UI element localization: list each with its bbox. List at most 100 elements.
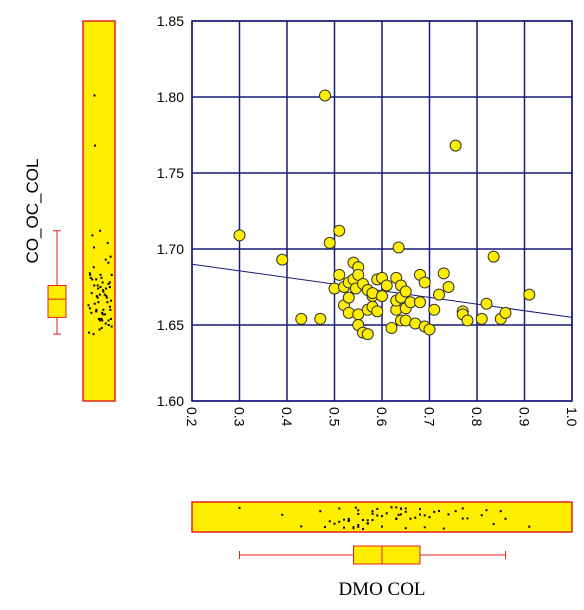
- y-strip-dot-64: [90, 311, 93, 314]
- x-strip-dot-13: [347, 519, 350, 522]
- y-strip-dot-14: [107, 261, 110, 264]
- data-point-54: [437, 267, 450, 280]
- x-strip-dot-32: [381, 515, 383, 518]
- data-point-33: [380, 279, 393, 292]
- y-strip-dot-15: [95, 278, 98, 281]
- x-strip-dot-33: [385, 512, 388, 515]
- x-strip-dot-10: [343, 518, 345, 521]
- x-tick-label-7: 0.9: [517, 407, 533, 427]
- y-strip-box: [82, 20, 116, 402]
- x-strip-dot-63: [499, 510, 502, 513]
- x-strip-dot-52: [433, 510, 436, 513]
- data-point-62: [487, 250, 500, 263]
- x-strip-dot-27: [371, 512, 374, 515]
- data-point-56: [449, 139, 462, 152]
- x-strip-dot-28: [371, 510, 374, 513]
- x-strip-dot-45: [409, 517, 412, 520]
- x-strip-dot-58: [461, 507, 464, 510]
- y-strip-dot-50: [108, 281, 111, 284]
- x-strip-dot-55: [447, 513, 450, 516]
- x-strip-dot-48: [419, 508, 421, 511]
- y-strip-dot-31: [100, 276, 103, 279]
- y-strip-dot-62: [109, 255, 112, 258]
- data-point-5: [323, 236, 336, 249]
- y-strip-dot-7: [99, 229, 102, 232]
- y-strip-dot-24: [109, 308, 112, 311]
- x-strip-dot-57: [461, 517, 464, 520]
- x-strip-dot-1: [281, 513, 284, 516]
- y-box-iqr: [47, 284, 67, 318]
- x-tick-label-6: 0.8: [469, 407, 485, 427]
- y-tick-label-5: 1.85: [157, 13, 184, 29]
- data-point-34: [385, 322, 398, 335]
- y-strip-dot-56: [94, 144, 97, 147]
- plot-frame: [191, 20, 573, 402]
- y-tick-label-4: 1.80: [157, 89, 184, 105]
- x-strip-dot-51: [428, 516, 431, 519]
- x-strip-dot-0: [238, 506, 241, 509]
- y-strip-dot-43: [88, 307, 91, 310]
- x-strip-dot-29: [376, 507, 379, 510]
- x-strip-dot-22: [362, 519, 364, 522]
- data-point-48: [414, 296, 426, 309]
- y-strip-dot-32: [95, 295, 98, 298]
- x-strip-dot-37: [395, 517, 398, 520]
- y-tick-label-1: 1.65: [157, 317, 184, 333]
- y-strip-dot-22: [88, 331, 91, 334]
- x-strip-dot-62: [492, 523, 495, 526]
- y-strip-dot-19: [104, 313, 107, 316]
- x-strip-dot-35: [395, 506, 398, 509]
- y-strip-dot-16: [97, 287, 100, 290]
- y-strip-dot-48: [97, 301, 100, 304]
- x-strip-dot-41: [400, 507, 402, 510]
- y-strip-dot-52: [95, 308, 98, 311]
- y-strip-dot-10: [87, 304, 90, 307]
- x-strip-dot-53: [438, 509, 440, 512]
- y-strip-dot-0: [91, 234, 94, 237]
- x-strip-dot-20: [357, 509, 360, 512]
- data-point-61: [480, 297, 493, 310]
- y-strip-dot-57: [95, 310, 98, 313]
- y-strip-dot-36: [102, 308, 105, 311]
- y-strip-dot-46: [104, 322, 107, 325]
- y-strip-dot-37: [110, 299, 113, 302]
- data-point-64: [499, 306, 512, 319]
- y-strip-dot-1: [104, 258, 107, 261]
- y-strip-dot-2: [100, 317, 103, 320]
- y-tick-label-2: 1.70: [157, 241, 184, 257]
- x-strip-dot-43: [404, 507, 407, 510]
- y-strip-dot-39: [93, 284, 96, 287]
- x-tick-label-1: 0.3: [232, 407, 248, 427]
- y-strip-dot-34: [100, 327, 103, 330]
- x-tick-label-5: 0.7: [422, 407, 438, 427]
- grid: [191, 20, 573, 402]
- x-strip-dot-5: [328, 520, 331, 523]
- x-tick-label-4: 0.6: [374, 407, 390, 427]
- data-point-7: [333, 224, 346, 237]
- y-tick-label-0: 1.60: [157, 393, 184, 409]
- y-strip-dot-61: [93, 302, 96, 305]
- y-strip-dot-11: [101, 311, 104, 314]
- y-strip-dot-26: [105, 295, 108, 298]
- y-tick-labels: 1.60 1.65 1.70 1.75 1.80 1.85: [157, 13, 184, 409]
- data-point-60: [475, 312, 488, 325]
- x-strip-dot-49: [423, 514, 426, 517]
- x-strip-dot-24: [366, 519, 369, 522]
- x-strip-dot-15: [352, 526, 355, 529]
- x-strip-dot-17: [357, 524, 360, 527]
- x-strip-dot-42: [404, 527, 407, 530]
- x-strip-dot-4: [324, 526, 326, 529]
- x-strip-dot-38: [397, 513, 400, 516]
- data-point-25: [361, 328, 374, 341]
- x-strip-dot-19: [357, 512, 360, 515]
- x-strip-dot-7: [338, 507, 341, 510]
- x-tick-label-3: 0.5: [327, 407, 343, 427]
- x-box-iqr: [353, 545, 421, 565]
- x-strip-dot-16: [354, 506, 357, 509]
- y-strip-dot-63: [109, 317, 112, 320]
- y-strip-dot-13: [96, 296, 99, 299]
- x-strip-dot-18: [357, 525, 360, 528]
- y-strip-dot-8: [99, 273, 102, 276]
- x-strip-dot-9: [343, 526, 345, 529]
